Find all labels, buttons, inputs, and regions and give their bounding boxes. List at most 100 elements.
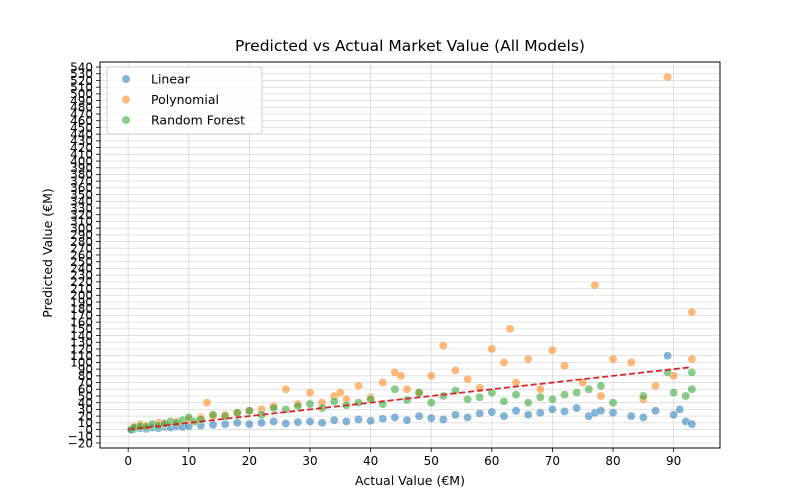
linear-point: [269, 417, 279, 426]
linear-point: [608, 408, 618, 418]
random-forest-point: [196, 415, 206, 424]
y-tick-label: 40: [78, 396, 93, 410]
y-tick-label: 480: [70, 101, 93, 115]
x-tick-label: 60: [484, 454, 499, 468]
polynomial-point: [335, 388, 345, 398]
random-forest-point: [584, 384, 594, 394]
random-forest-point: [426, 398, 436, 408]
y-tick-label: 50: [78, 389, 93, 403]
y-tick-label: 270: [70, 242, 93, 256]
x-tick-label: 80: [605, 454, 620, 468]
polynomial-point: [305, 388, 315, 398]
linear-point: [305, 417, 315, 426]
random-forest-point: [354, 398, 363, 408]
linear-point: [244, 419, 254, 429]
polynomial-point: [651, 381, 660, 391]
random-forest-point: [390, 384, 400, 394]
y-tick-label: 280: [70, 235, 93, 249]
random-forest-point: [499, 396, 509, 406]
polynomial-point: [451, 366, 460, 375]
random-forest-point: [608, 398, 618, 408]
legend-marker-polynomial: [121, 95, 131, 104]
y-tick-label: 0: [85, 423, 93, 437]
y-tick-label: 400: [70, 154, 93, 168]
y-tick-label: 470: [70, 107, 93, 121]
random-forest-point: [329, 396, 339, 406]
linear-point: [354, 415, 363, 424]
polynomial-point: [402, 384, 412, 394]
linear-point: [475, 408, 485, 418]
random-forest-point: [669, 388, 679, 398]
y-tick-label: 220: [70, 275, 93, 289]
random-forest-point: [305, 399, 315, 409]
y-tick-label: 240: [70, 262, 93, 276]
y-tick-label: 370: [70, 174, 93, 188]
linear-point: [669, 410, 679, 420]
random-forest-point: [638, 391, 648, 401]
y-tick-label: 500: [70, 87, 93, 101]
polynomial-point: [547, 345, 557, 355]
x-tick-label: 10: [181, 454, 196, 468]
random-forest-point: [414, 388, 424, 398]
polynomial-point: [463, 374, 473, 384]
linear-point: [426, 413, 436, 423]
y-tick-label: 160: [70, 315, 93, 329]
y-tick-label: 290: [70, 228, 93, 242]
linear-point: [208, 420, 218, 430]
y-tick-label: 150: [70, 322, 93, 336]
legend-label-polynomial: Polynomial: [151, 92, 219, 107]
ticks-layer: 0 10 20 30 40 50 60 70 80 90−20−10010203040506070…: [68, 60, 682, 468]
random-forest-point: [681, 391, 691, 401]
random-forest-point: [208, 410, 218, 420]
random-forest-point: [269, 403, 279, 413]
polynomial-point: [378, 378, 388, 387]
x-axis-title: Actual Value (€M): [355, 473, 465, 488]
polynomial-point: [590, 280, 600, 290]
y-tick-label: 450: [70, 121, 93, 135]
y-tick-label: 330: [70, 201, 93, 215]
y-tick-label: 20: [78, 409, 93, 423]
y-tick-label: 510: [70, 80, 93, 94]
x-tick-label: 50: [424, 454, 439, 468]
polynomial-point: [663, 72, 673, 82]
linear-point: [341, 417, 351, 426]
x-tick-label: 90: [666, 454, 681, 468]
y-tick-label: 120: [70, 342, 93, 356]
polynomial-point: [487, 344, 497, 354]
y-tick-label: 210: [70, 282, 93, 296]
y-tick-label: 30: [78, 403, 93, 417]
linear-point: [378, 414, 388, 424]
y-tick-label: 320: [70, 208, 93, 222]
linear-point: [257, 418, 266, 428]
polynomial-point: [505, 324, 515, 334]
y-tick-label: 180: [70, 302, 93, 316]
legend-box: [106, 66, 263, 135]
legend: Linear Polynomial Random Forest: [106, 66, 263, 135]
linear-point: [596, 406, 606, 416]
reference-line: [128, 366, 692, 431]
polynomial-point: [560, 361, 569, 371]
y-tick-label: 340: [70, 195, 93, 209]
random-forest-point: [535, 392, 545, 402]
y-tick-label: 130: [70, 336, 93, 350]
y-tick-label: 460: [70, 114, 93, 128]
y-tick-label: 420: [70, 141, 93, 155]
legend-label-linear: Linear: [151, 72, 191, 87]
polynomial-point: [426, 371, 436, 381]
polynomial-point: [535, 384, 545, 394]
y-tick-label: 100: [70, 356, 93, 370]
polynomial-point: [202, 398, 212, 408]
linear-point: [651, 406, 660, 416]
y-tick-label: 110: [70, 349, 93, 363]
random-forest-point: [572, 388, 582, 398]
linear-point: [281, 419, 291, 428]
polynomial-point: [687, 354, 697, 364]
random-forest-point: [596, 381, 606, 391]
linear-point: [451, 410, 460, 420]
linear-point: [463, 413, 473, 422]
y-tick-label: 350: [70, 188, 93, 202]
linear-point: [687, 419, 697, 429]
y-tick-label: 530: [70, 67, 93, 81]
polynomial-point: [354, 381, 363, 391]
